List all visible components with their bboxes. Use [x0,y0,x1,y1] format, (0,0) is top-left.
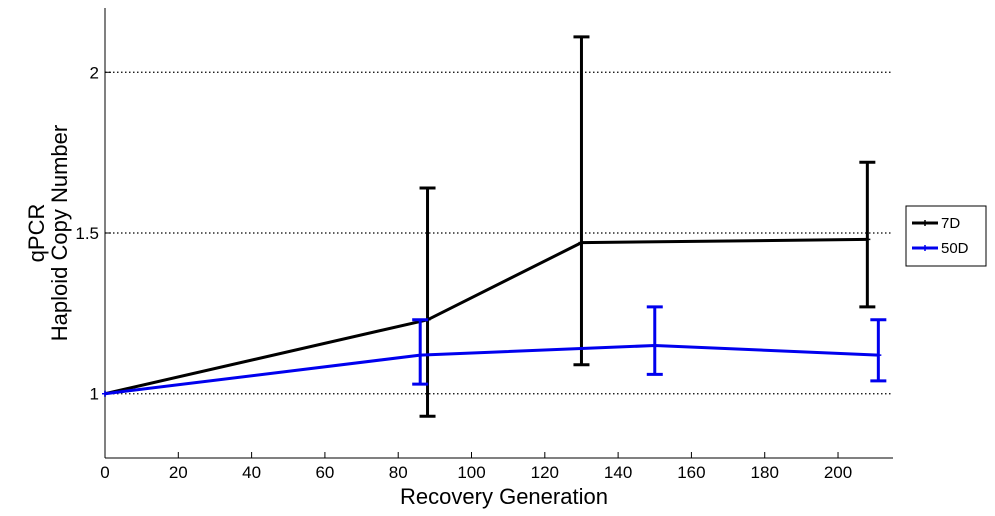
x-tick-label: 120 [531,463,559,482]
y-tick-label: 2 [90,63,99,82]
legend-box [905,205,987,267]
data-point-50d [417,352,424,359]
series-line-7d [104,237,868,396]
data-point-50d [102,390,108,397]
data-point-7d [864,236,871,243]
data-point-50d [875,352,882,359]
x-tick-label: 140 [604,463,632,482]
x-axis-title: Recovery Generation [400,484,608,509]
legend-label-7d: 7D [941,215,960,232]
legend-label-50d: 50D [941,240,969,257]
series-line-50d [104,344,879,396]
x-tick-label: 80 [389,463,408,482]
x-tick-label: 100 [457,463,485,482]
legend-marker-7d [922,220,928,226]
x-tick-label: 180 [751,463,779,482]
x-tick-label: 40 [242,463,261,482]
x-tick-label: 0 [100,463,109,482]
x-tick-label: 60 [315,463,334,482]
plot-area [105,8,893,458]
y-tick-label: 1 [90,385,99,404]
x-tick-label: 160 [677,463,705,482]
x-tick-label: 20 [169,463,188,482]
legend-marker-50d [922,245,928,251]
y-tick-label: 1.5 [75,224,99,243]
y-axis-title-line1: qPCR [24,204,49,263]
data-point-7d [578,239,585,246]
data-point-50d [651,342,658,349]
y-axis-title-line2: Haploid Copy Number [47,125,72,341]
x-tick-label: 200 [824,463,852,482]
